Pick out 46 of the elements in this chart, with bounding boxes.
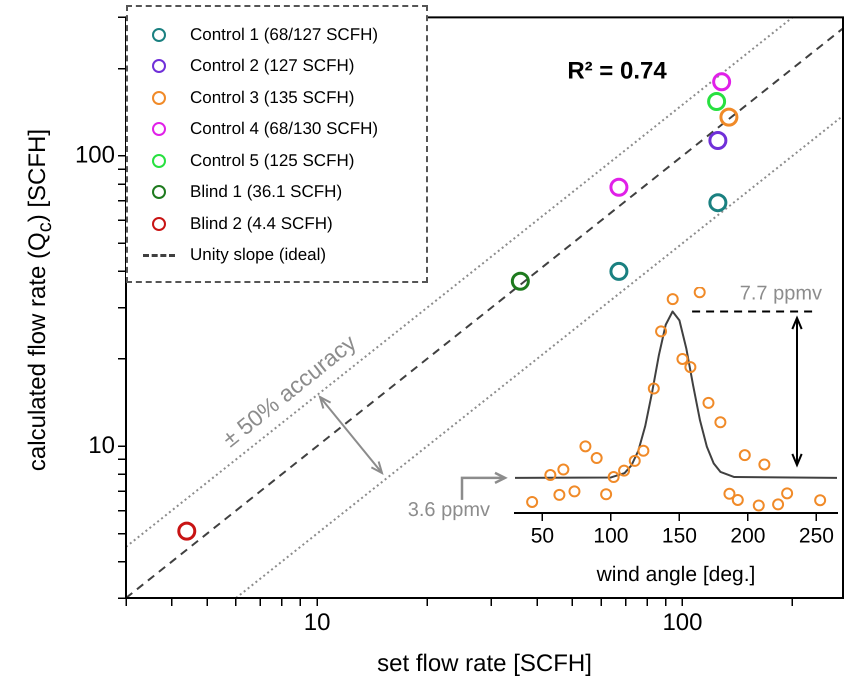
x-tick-label: 250 [798,524,834,548]
x-axis-title: wind angle [deg.] [596,563,756,586]
point [544,469,556,482]
point [618,464,630,477]
ref-line-label: 7.7 ppmv [740,282,822,304]
point [758,458,770,470]
point [628,454,641,467]
legend-label: Control 2 (127 SCFH) [190,56,354,76]
point [684,361,696,374]
x-tick-label: 150 [662,524,697,548]
point [608,471,620,484]
point [568,485,580,498]
point [655,325,668,338]
point [637,444,650,457]
point [723,488,736,500]
x-tick-label: 100 [593,524,628,548]
legend-label: Unity slope (ideal) [190,245,326,266]
legend-label: Control 4 (68/130 SCFH) [190,119,378,140]
legend-label: 3.6 ppmv [408,498,490,521]
x-tick-label: 50 [530,524,554,548]
point [557,464,570,476]
point [732,494,744,506]
legend-label: Blind 1 (36.1 SCFH) [190,182,342,202]
point [590,452,603,464]
point [526,496,538,508]
legend-label: Blind 2 (4.4 SCFH) [190,214,333,234]
point [676,352,688,365]
point [772,498,784,510]
point [714,416,726,428]
legend-label: Control 1 (68/127 SCFH) [190,24,378,45]
point [694,287,706,298]
legend-label: Control 5 (125 SCFH) [190,150,354,171]
point [738,449,751,462]
point [648,382,660,395]
legend-label: Control 3 (135 SCFH) [190,88,354,108]
point [781,487,794,500]
point [666,293,679,306]
point [553,488,566,501]
point [579,440,592,452]
point [752,499,765,512]
x-axis-title: set flow rate [SCFH] [377,650,592,678]
point [600,488,612,500]
point [814,494,826,506]
annotation: R² = 0.74 [567,58,668,85]
point [702,396,714,409]
x-tick-label: 200 [730,524,766,548]
